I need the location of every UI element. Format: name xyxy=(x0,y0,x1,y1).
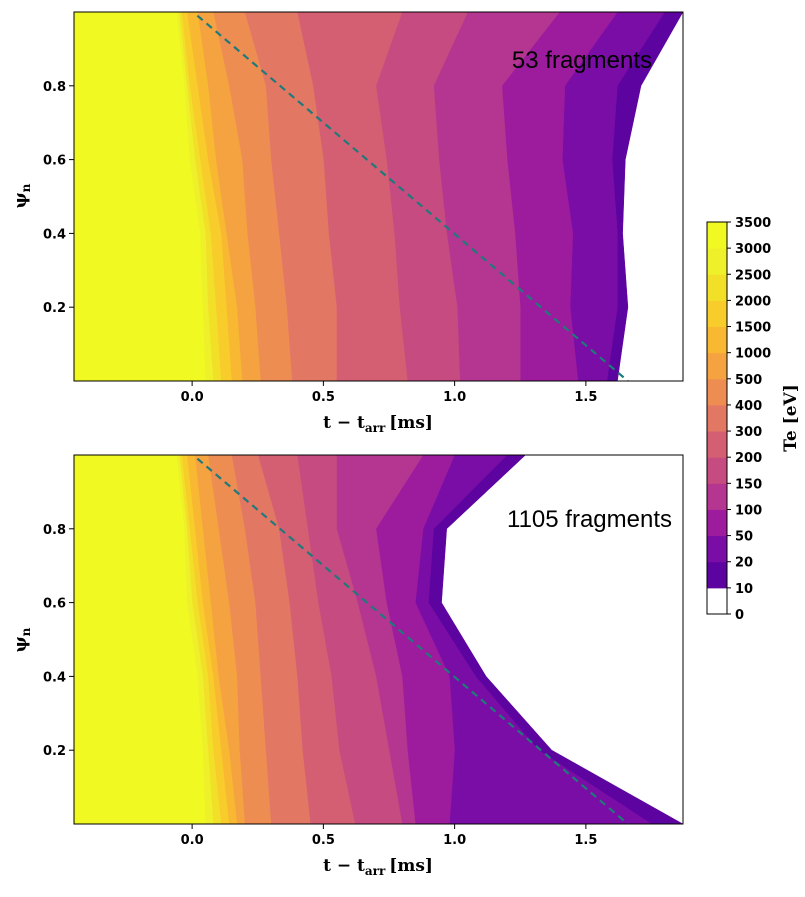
colorbar-swatch xyxy=(707,378,727,406)
colorbar-swatch xyxy=(707,457,727,484)
top-panel: 0.0 0.5 1.0 1.5 0.2 0.4 0.6 0.8 t − tarr [ms] ψ… xyxy=(11,11,684,435)
colorbar-tick-label: 2000 xyxy=(735,294,771,309)
colorbar-tick-label: 150 xyxy=(735,477,762,492)
y-tick-label: 0.4 xyxy=(43,227,66,242)
colorbar-tick-label: 20 xyxy=(735,556,753,571)
colorbar-tick-label: 400 xyxy=(735,399,762,414)
bottom-x-ticks: 0.0 0.5 1.0 1.5 xyxy=(181,824,597,848)
colorbar-swatch xyxy=(707,274,727,301)
colorbar-ticks: 0 10 20 50 100 150 200 300 400 500 1000 1500 2000 250… xyxy=(727,216,771,623)
top-axes-frame xyxy=(73,11,684,382)
x-tick-label: 0.0 xyxy=(181,833,204,848)
colorbar-swatch xyxy=(707,587,727,615)
colorbar-swatch xyxy=(707,248,727,275)
colorbar-tick-label: 100 xyxy=(735,503,762,518)
x-tick-label: 1.5 xyxy=(574,833,597,848)
x-tick-label: 1.0 xyxy=(443,390,466,405)
colorbar-tick-label: 2500 xyxy=(735,268,771,283)
x-tick-label: 0.0 xyxy=(181,390,204,405)
colorbar-swatch xyxy=(707,222,727,249)
y-tick-label: 0.4 xyxy=(43,670,66,685)
y-tick-label: 0.6 xyxy=(43,154,66,169)
colorbar-swatches xyxy=(707,222,727,615)
colorbar-tick-label: 3500 xyxy=(735,216,771,231)
bottom-y-axis-label: ψn xyxy=(11,627,33,652)
colorbar-swatch xyxy=(707,352,727,380)
y-tick-label: 0.6 xyxy=(43,597,66,612)
colorbar-tick-label: 1000 xyxy=(735,347,771,362)
top-annotation: 53 fragments xyxy=(512,47,652,74)
x-tick-label: 1.5 xyxy=(574,390,597,405)
x-tick-label: 0.5 xyxy=(312,390,335,405)
colorbar-swatch xyxy=(707,483,727,510)
top-y-ticks: 0.2 0.4 0.6 0.8 xyxy=(43,80,74,316)
contour-band-14 xyxy=(74,455,206,824)
colorbar-tick-label: 200 xyxy=(735,451,762,466)
colorbar-tick-label: 0 xyxy=(735,608,744,623)
colorbar-swatch xyxy=(707,535,727,563)
colorbar-tick-label: 10 xyxy=(735,582,753,597)
top-x-ticks: 0.0 0.5 1.0 1.5 xyxy=(181,381,597,405)
colorbar-tick-label: 1500 xyxy=(735,321,771,336)
y-tick-label: 0.8 xyxy=(43,80,66,95)
top-y-axis-label: ψn xyxy=(11,183,33,208)
y-tick-label: 0.2 xyxy=(43,301,66,316)
colorbar-tick-label: 300 xyxy=(735,425,762,440)
x-tick-label: 1.0 xyxy=(443,833,466,848)
top-contour-fill xyxy=(74,12,683,381)
colorbar-frame xyxy=(706,221,728,615)
bottom-x-axis-label: t − tarr [ms] xyxy=(323,856,433,878)
colorbar-tick-label: 3000 xyxy=(735,242,771,257)
colorbar-swatch xyxy=(707,509,727,537)
y-tick-label: 0.2 xyxy=(43,744,66,759)
bottom-dashed-reference-line xyxy=(196,457,629,824)
y-tick-label: 0.8 xyxy=(43,523,66,538)
colorbar-label: Te [eV] xyxy=(781,384,801,452)
contour-band-14 xyxy=(74,12,206,381)
bottom-panel: 0.0 0.5 1.0 1.5 0.2 0.4 0.6 0.8 t − tarr [ms] ψ… xyxy=(11,454,684,878)
top-dashed-reference-line xyxy=(196,14,629,381)
colorbar-tick-label: 500 xyxy=(735,373,762,388)
colorbar-swatch xyxy=(707,561,727,589)
colorbar-swatch xyxy=(707,326,727,354)
colorbar-swatch xyxy=(707,431,727,458)
bottom-contour-fill xyxy=(74,455,683,824)
bottom-axes-frame xyxy=(73,454,684,825)
bottom-annotation: 1105 fragments xyxy=(507,506,672,533)
colorbar-tick-label: 50 xyxy=(735,530,753,545)
colorbar: 0 10 20 50 100 150 200 300 400 500 1000 1500 2000 250… xyxy=(706,216,801,623)
bottom-y-ticks: 0.2 0.4 0.6 0.8 xyxy=(43,523,74,759)
colorbar-swatch xyxy=(707,300,727,328)
top-x-axis-label: t − tarr [ms] xyxy=(323,413,433,435)
colorbar-swatch xyxy=(707,404,727,432)
x-tick-label: 0.5 xyxy=(312,833,335,848)
